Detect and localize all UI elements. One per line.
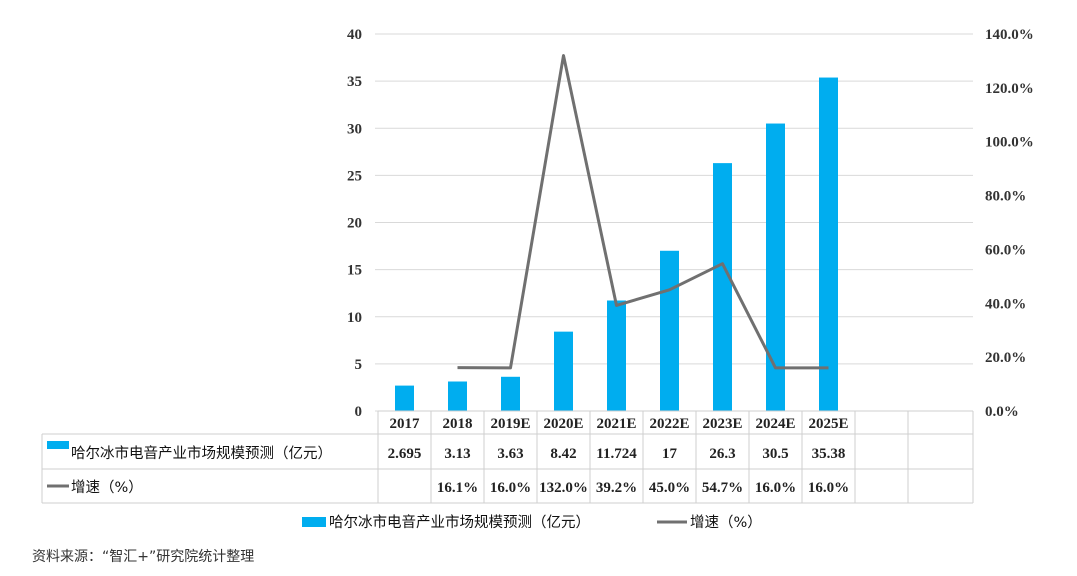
bar — [395, 385, 414, 411]
table-cell-bar-value: 8.42 — [550, 446, 576, 462]
table-cell-growth-value: 54.7% — [702, 480, 743, 496]
y-left-tick-label: 15 — [347, 263, 362, 279]
table-cell-growth-value: 45.0% — [649, 480, 690, 496]
x-category-label: 2019E — [490, 416, 530, 432]
bar — [501, 376, 520, 411]
x-category-label: 2025E — [808, 416, 848, 432]
table-cell-growth-value: 16.0% — [755, 480, 796, 496]
legend: 哈尔冰市电音产业市场规模预测（亿元） 增速（%） — [302, 514, 762, 531]
y-right-tick-label: 20.0% — [985, 350, 1026, 366]
bar — [713, 163, 732, 411]
table-cell-bar-value: 3.13 — [444, 446, 470, 462]
x-category-label: 2021E — [596, 416, 636, 432]
growth-line — [457, 54, 829, 370]
y-left-tick-label: 25 — [347, 168, 362, 184]
y-left-tick-label: 10 — [347, 310, 362, 326]
y-right-tick-label: 100.0% — [985, 135, 1034, 151]
bar — [819, 77, 838, 411]
table-bar-legend-key — [47, 441, 69, 449]
x-category-label: 2023E — [702, 416, 742, 432]
table-cell-growth-value: 16.0% — [808, 480, 849, 496]
y-right-tick-label: 0.0% — [985, 404, 1019, 420]
x-category-label: 2018 — [443, 416, 473, 432]
table-cell-growth-value: 16.1% — [437, 480, 478, 496]
y-left-tick-label: 5 — [355, 357, 363, 373]
table-cell-bar-value: 17 — [662, 446, 678, 462]
y-right-tick-label: 140.0% — [985, 27, 1034, 43]
table-cell-bar-value: 35.38 — [812, 446, 846, 462]
y-right-tick-label: 120.0% — [985, 81, 1034, 97]
legend-bar-label: 哈尔冰市电音产业市场规模预测（亿元） — [329, 514, 590, 531]
y-axis-left: 0 5 10 15 20 25 30 35 40 — [347, 27, 362, 420]
legend-bar-swatch — [302, 517, 326, 527]
y-left-tick-label: 30 — [347, 121, 362, 137]
source-note: 资料来源：“智汇+”研究院统计整理 — [32, 549, 254, 565]
grid — [375, 33, 973, 412]
table-cell-growth-value: 16.0% — [490, 480, 531, 496]
table-cell-bar-value: 11.724 — [596, 446, 637, 462]
table-cell-growth-value: 132.0% — [539, 480, 588, 496]
y-axis-right: 0.0% 20.0% 40.0% 60.0% 80.0% 100.0% 120.0% 140.… — [985, 27, 1034, 420]
table-row-label-line: 增速（%） — [71, 479, 143, 496]
x-category-label: 2017 — [390, 416, 421, 432]
bar-series — [395, 77, 838, 411]
x-category-label: 2020E — [543, 416, 583, 432]
table-row-label-bar: 哈尔冰市电音产业市场规模预测（亿元） — [71, 445, 332, 462]
bar — [448, 381, 467, 411]
y-left-tick-label: 40 — [347, 27, 362, 43]
bar — [607, 300, 626, 411]
y-right-tick-label: 40.0% — [985, 296, 1026, 312]
table-cell-bar-value: 26.3 — [709, 446, 735, 462]
y-right-tick-label: 80.0% — [985, 189, 1026, 205]
bar — [660, 250, 679, 411]
y-left-tick-label: 35 — [347, 74, 362, 90]
legend-line-label: 增速（%） — [690, 514, 762, 531]
table-cell-bar-value: 2.695 — [388, 446, 422, 462]
bar — [554, 331, 573, 411]
y-right-tick-label: 60.0% — [985, 242, 1026, 258]
table-cell-bar-value: 30.5 — [762, 446, 788, 462]
data-table: 2017 2018 2019E 2020E 2021E 2022E 2023E 2024E 20… — [41, 410, 974, 504]
y-left-tick-label: 0 — [355, 404, 363, 420]
table-cell-growth-value: 39.2% — [596, 480, 637, 496]
x-category-label: 2022E — [649, 416, 689, 432]
x-category-label: 2024E — [755, 416, 795, 432]
bar — [766, 123, 785, 411]
y-left-tick-label: 20 — [347, 216, 362, 232]
line-series — [457, 54, 829, 370]
table-cell-bar-value: 3.63 — [497, 446, 523, 462]
